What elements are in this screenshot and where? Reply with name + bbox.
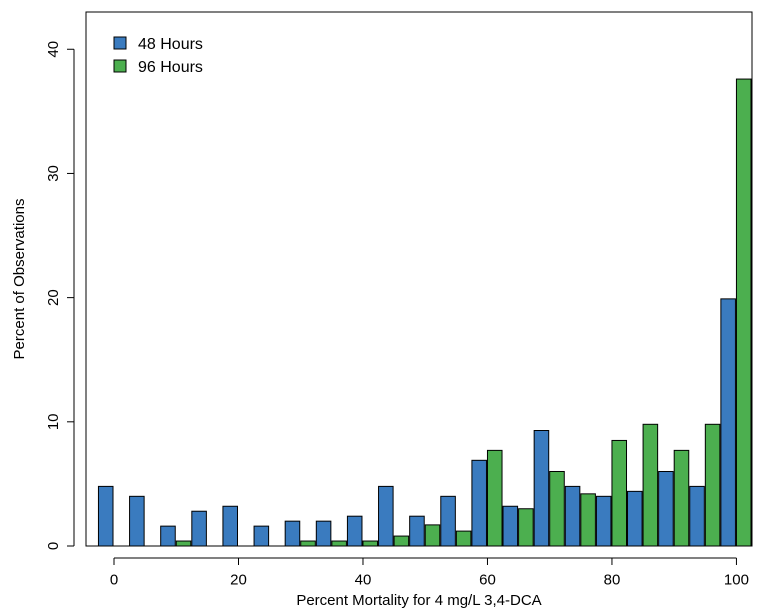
bar-48h-65 <box>502 505 519 547</box>
bar-48h-0 <box>97 485 114 547</box>
legend-swatch-96h <box>113 59 127 73</box>
bar-48h-55 <box>440 495 456 547</box>
bar-48h-90 <box>658 470 674 547</box>
bar-96h-50 <box>424 524 441 547</box>
bar-48h-15 <box>191 510 207 547</box>
bar-96h-80 <box>611 439 628 547</box>
x-tick-label: 100 <box>724 571 749 588</box>
y-tick-label: 0 <box>45 542 62 550</box>
y-tick-label: 30 <box>45 165 62 182</box>
bar-48h-85 <box>627 490 643 547</box>
x-tick-label: 60 <box>479 571 496 588</box>
y-tick-label: 20 <box>45 289 62 306</box>
bar-48h-35 <box>315 520 332 547</box>
x-axis-label: Percent Mortality for 4 mg/L 3,4-DCA <box>296 592 541 609</box>
bar-96h-30 <box>300 540 316 547</box>
bar-48h-45 <box>378 485 394 547</box>
bar-48h-80 <box>595 495 612 547</box>
bars-layer <box>97 78 752 547</box>
x-axis: 0 20 40 60 80 100 <box>110 557 749 588</box>
bar-96h-65 <box>518 508 534 547</box>
legend-swatch-48h <box>113 36 127 50</box>
bar-96h-70 <box>549 470 565 547</box>
legend: 48 Hours 96 Hours <box>113 36 203 76</box>
bar-48h-20 <box>222 505 238 547</box>
legend-label: 48 Hours <box>138 36 203 53</box>
plot-frame <box>85 11 753 547</box>
bar-48h-95 <box>689 485 705 547</box>
x-tick-label: 40 <box>355 571 372 588</box>
bar-48h-5 <box>129 495 145 547</box>
bar-48h-50 <box>409 515 425 547</box>
bar-96h-35 <box>331 540 347 547</box>
bar-96h-55 <box>455 530 472 547</box>
x-tick-label: 20 <box>230 571 247 588</box>
bar-96h-45 <box>393 535 410 547</box>
bar-96h-90 <box>673 449 690 547</box>
bar-48h-60 <box>471 459 487 547</box>
y-axis-label: Percent of Observations <box>11 199 28 360</box>
bar-96h-10 <box>175 540 192 547</box>
bar-96h-85 <box>642 423 659 547</box>
bar-48h-75 <box>564 485 581 547</box>
bar-48h-100 <box>720 298 736 547</box>
bar-96h-95 <box>704 423 721 547</box>
bar-48h-70 <box>533 430 550 547</box>
x-tick-label: 80 <box>604 571 621 588</box>
bar-48h-25 <box>253 525 270 547</box>
x-tick-label: 0 <box>110 571 118 588</box>
bar-48h-30 <box>284 520 301 547</box>
bar-96h-100 <box>735 78 752 547</box>
bar-48h-40 <box>346 515 363 547</box>
bar-48h-10 <box>160 525 176 547</box>
y-tick-label: 40 <box>45 41 62 58</box>
bar-96h-40 <box>362 540 379 547</box>
y-tick-label: 10 <box>45 413 62 430</box>
legend-label: 96 Hours <box>138 59 203 76</box>
bar-96h-60 <box>486 449 503 547</box>
y-axis: 0 10 20 30 40 <box>45 41 75 550</box>
bar-96h-75 <box>580 493 596 547</box>
